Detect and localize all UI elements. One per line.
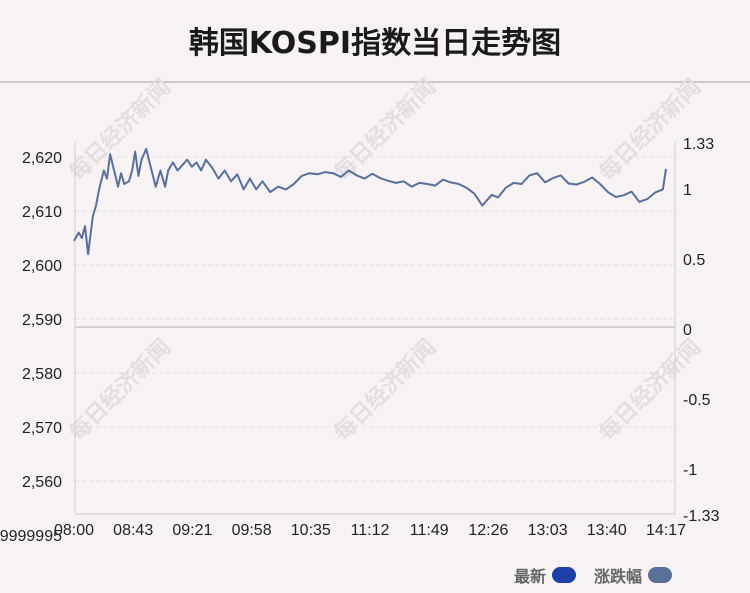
right-tick-label: -0.5: [683, 392, 711, 409]
legend-swatch-latest: [551, 567, 576, 583]
watermark-text: 每日经济新闻: [64, 334, 176, 446]
watermark-text: 每日经济新闻: [64, 74, 176, 186]
right-tick-label: 0.5: [683, 252, 705, 269]
series-layer: [73, 147, 667, 256]
legend-swatch-change: [648, 567, 672, 583]
watermark-text: 每日经济新闻: [329, 74, 441, 186]
axes: [74, 142, 676, 515]
watermark-text: 每日经济新闻: [594, 334, 706, 446]
grid-lines: [75, 156, 675, 482]
page-title: 韩国KOSPI指数当日走势图: [188, 26, 562, 61]
legend-label-change: 涨跌幅: [593, 567, 642, 586]
x-tick-label: 09:58: [232, 522, 272, 539]
title-divider: [0, 81, 750, 83]
x-tick-label: 08:43: [113, 522, 153, 539]
right-tick-label: -1: [683, 462, 697, 479]
watermark-text: 每日经济新闻: [329, 334, 441, 446]
legend: 最新 涨跌幅: [514, 563, 684, 587]
x-tick-label: 13:40: [587, 522, 627, 539]
watermark-text: 每日经济新闻: [594, 74, 706, 186]
x-tick-label: 08:00: [54, 522, 94, 539]
left-tick-label: 2,580: [22, 366, 62, 383]
left-tick-label: 2,600: [22, 258, 62, 275]
left-axis-ticks: 2,620 2,610 2,600 2,590 2,580 2,570 2,560 2549.…: [0, 150, 62, 545]
x-tick-label: 12:26: [468, 522, 508, 539]
left-tick-label: 2,620: [22, 150, 62, 167]
series-line: [73, 147, 667, 256]
right-tick-label: 1.33: [683, 136, 714, 153]
x-axis-ticks: 08:00 08:43 09:21 09:58 10:35 11:12 11:49 12:26…: [54, 522, 686, 539]
x-tick-label: 11:49: [410, 522, 449, 539]
x-tick-label: 14:17: [646, 522, 686, 539]
x-tick-label: 13:03: [528, 522, 568, 539]
right-tick-label: 1: [683, 182, 692, 199]
left-tick-label: 2549.9999999999995: [0, 528, 62, 545]
left-tick-label: 2,610: [22, 204, 62, 221]
right-tick-label: -1.33: [683, 508, 720, 525]
right-tick-label: 0: [683, 322, 692, 339]
x-tick-label: 10:35: [291, 522, 331, 539]
legend-label-latest: 最新: [513, 567, 546, 586]
x-tick-label: 09:21: [172, 522, 212, 539]
x-tick-label: 11:12: [351, 522, 390, 539]
right-axis-ticks: 1.33 1 0.5 0 -0.5 -1 -1.33: [683, 136, 720, 525]
left-tick-label: 2,570: [22, 420, 62, 437]
left-tick-label: 2,590: [22, 312, 62, 329]
left-tick-label: 2,560: [22, 474, 62, 491]
